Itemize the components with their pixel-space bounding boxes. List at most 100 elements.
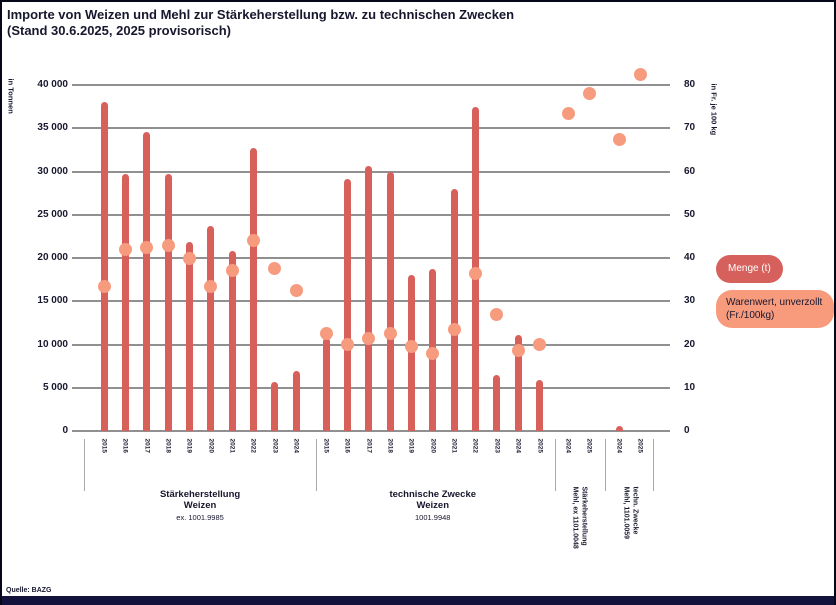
menge-bar (228, 251, 236, 431)
left-axis-tick-label: 0 (62, 425, 68, 436)
legend-warenwert-label-line2: (Fr./100kg) (726, 310, 775, 321)
legend-menge-badge: Menge (t) (716, 255, 783, 283)
gridline (72, 84, 670, 86)
warenwert-dot (426, 346, 440, 360)
warenwert-dot (340, 338, 354, 351)
year-tick-label: 2016 (343, 438, 351, 453)
warenwert-dot (468, 266, 482, 280)
menge-bar (407, 275, 415, 431)
menge-bar (100, 102, 108, 431)
warenwert-dot (289, 283, 303, 297)
year-tick-label: 2016 (121, 438, 129, 453)
right-axis-tick-label: 60 (684, 165, 696, 177)
year-tick-label: 2025 (585, 438, 593, 453)
group-rotated-label: techn. Zwecke Mehl, 1101.0059 (622, 486, 639, 540)
left-axis-tick-label: 20 000 (37, 252, 68, 263)
menge-bar (143, 131, 151, 431)
warenwert-dot (246, 234, 260, 248)
year-tick-label: 2022 (471, 438, 479, 453)
warenwert-dot (268, 262, 282, 276)
warenwert-dot (511, 344, 525, 358)
footer-bar (2, 596, 834, 605)
warenwert-dot (561, 106, 575, 120)
group-rotated-label: Stärkeherstellung Mehl, ex 1101.0048 (571, 486, 588, 549)
gridline (72, 430, 670, 432)
chart-title-line2: (Stand 30.6.2025, 2025 provisorisch) (7, 23, 231, 38)
group-caption: technische Zwecke Weizen 1001.9948 (389, 489, 477, 522)
group-separator (84, 439, 85, 491)
left-axis-tick-label: 35 000 (37, 122, 68, 134)
warenwert-dot (118, 242, 132, 256)
gridline (72, 127, 670, 130)
menge-bar (249, 148, 257, 431)
year-tick-label: 2017 (143, 438, 151, 453)
legend: Menge (t) Warenwert, unverzollt (Fr./100… (716, 255, 834, 328)
menge-bar (164, 174, 172, 431)
group-separator (653, 439, 654, 491)
right-axis-tick-label: 20 (684, 338, 696, 350)
chart-title: Importe von Weizen und Mehl zur Stärkehe… (7, 7, 647, 39)
left-axis-tick-label: 25 000 (37, 208, 68, 220)
year-tick-label: 2024 (615, 438, 623, 453)
chart-title-line1: Importe von Weizen und Mehl zur Stärkehe… (7, 7, 515, 22)
menge-bar (514, 334, 522, 431)
menge-bar (615, 425, 623, 431)
menge-bar (450, 188, 458, 431)
menge-bar (343, 179, 351, 431)
warenwert-dot (533, 338, 546, 351)
year-tick-label: 2024 (514, 438, 522, 453)
year-tick-label: 2025 (536, 438, 543, 453)
year-tick-label: 2015 (100, 438, 108, 453)
year-tick-label: 2020 (207, 438, 215, 453)
menge-bar (536, 379, 543, 431)
warenwert-dot (383, 327, 397, 341)
left-axis-tick-label: 30 000 (37, 165, 68, 177)
right-axis-tick-label: 10 (684, 381, 696, 393)
year-tick-label: 2024 (292, 438, 300, 453)
menge-bar (185, 242, 193, 431)
warenwert-dot (319, 327, 333, 341)
group-separator (555, 439, 556, 491)
right-axis-tick-label: 30 (684, 295, 696, 307)
warenwert-dot (490, 307, 504, 321)
menge-bar (365, 166, 373, 431)
year-tick-label: 2017 (365, 438, 373, 453)
group-separator (315, 439, 317, 491)
menge-bar (386, 171, 394, 431)
right-axis-tick-label: 0 (684, 425, 690, 436)
warenwert-dot (582, 87, 596, 101)
year-tick-label: 2018 (164, 438, 172, 453)
menge-bar (271, 381, 279, 431)
left-axis-tick-label: 15 000 (37, 295, 68, 307)
year-tick-label: 2018 (386, 438, 394, 453)
warenwert-dot (447, 322, 461, 336)
year-tick-label: 2020 (429, 438, 437, 453)
year-tick-label: 2015 (322, 438, 330, 453)
warenwert-dot (362, 331, 376, 345)
warenwert-dot (182, 251, 196, 265)
source-note: Quelle: BAZG (6, 587, 52, 594)
menge-bar (207, 225, 215, 431)
warenwert-dot (225, 264, 239, 278)
left-axis-tick-label: 10 000 (37, 338, 68, 350)
menge-bar (322, 338, 330, 431)
right-axis-tick-label: 40 (684, 252, 696, 263)
group-separator (604, 439, 606, 491)
group-caption: Stärkeherstellung Weizen ex. 1001.9985 (159, 489, 241, 522)
legend-menge-label: Menge (t) (728, 263, 771, 274)
left-axis-tick-label: 40 000 (37, 79, 68, 90)
warenwert-dot (161, 238, 175, 252)
year-tick-label: 2021 (450, 438, 458, 453)
warenwert-dot (140, 240, 154, 254)
menge-bar (493, 374, 501, 431)
warenwert-dot (612, 132, 626, 146)
year-tick-label: 2023 (493, 438, 501, 453)
left-axis-tick-label: 5 000 (42, 381, 68, 393)
warenwert-dot (204, 279, 218, 293)
warenwert-dot (633, 67, 647, 81)
warenwert-dot (404, 340, 418, 354)
warenwert-dot (97, 279, 111, 293)
year-tick-label: 2024 (564, 438, 572, 453)
